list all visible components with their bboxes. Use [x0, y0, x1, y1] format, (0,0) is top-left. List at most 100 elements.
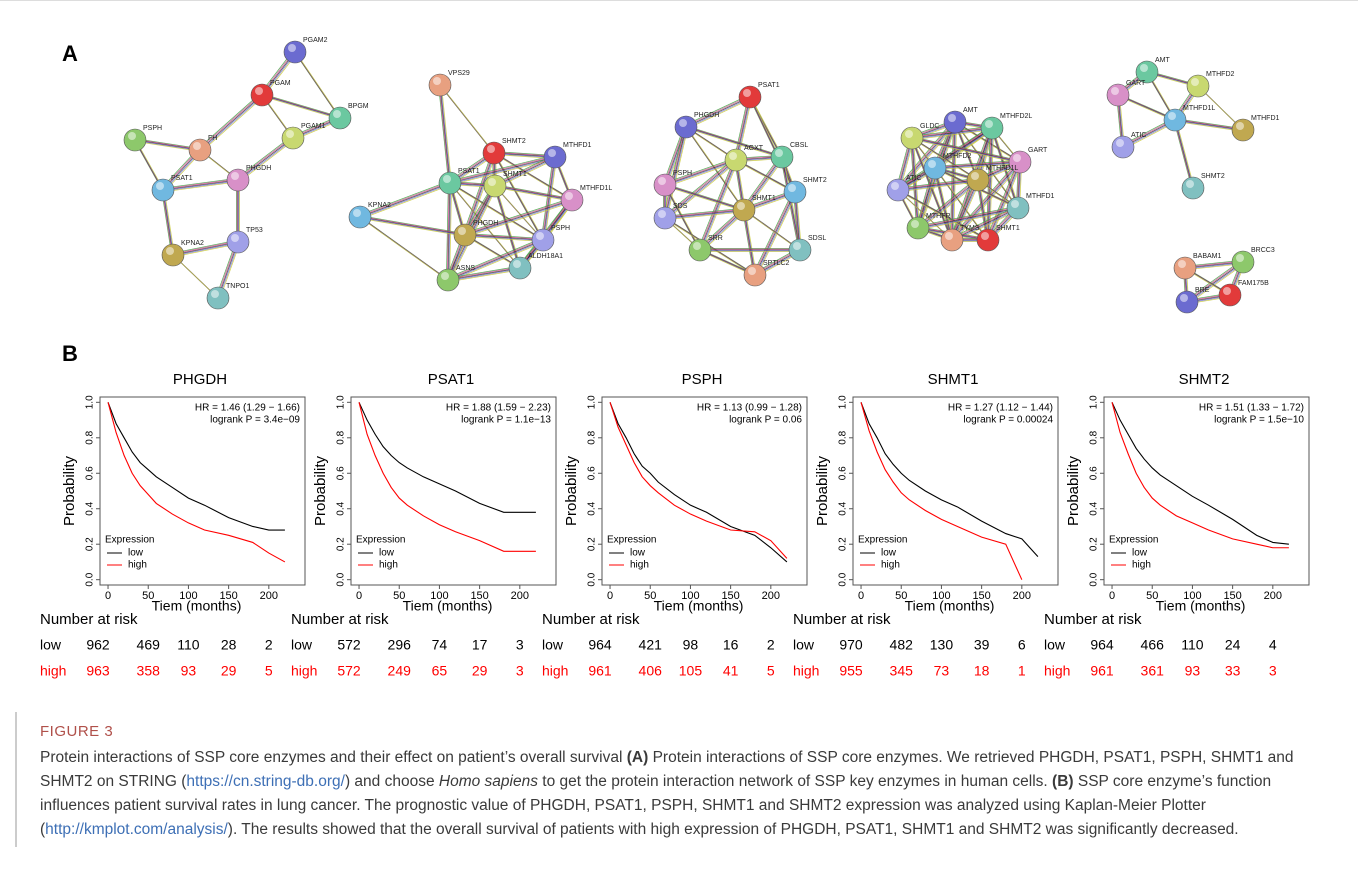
node-label: KPNA2	[181, 240, 204, 247]
risk-value: 964	[588, 637, 612, 653]
edge	[899, 181, 980, 192]
edge	[494, 185, 521, 269]
node-shine	[1223, 287, 1231, 295]
caption-segment: Protein interactions of SSP core enzymes…	[40, 749, 627, 766]
edge	[917, 179, 979, 229]
edge	[755, 192, 797, 276]
legend-label: low	[1132, 548, 1148, 559]
risk-value: 65	[432, 663, 448, 679]
caption-segment[interactable]: https://cn.string-db.org/	[186, 773, 345, 790]
edge	[441, 86, 496, 155]
node	[283, 40, 307, 64]
risk-value: 93	[1185, 663, 1201, 679]
y-tick-label: 0.4	[1089, 501, 1100, 515]
edge	[686, 127, 783, 159]
risk-row-label: high	[40, 663, 66, 679]
edge	[448, 155, 554, 182]
risk-value: 296	[388, 637, 412, 653]
edge	[687, 128, 746, 212]
edge	[934, 161, 1021, 169]
edge	[448, 268, 521, 282]
legend-label: high	[881, 560, 900, 571]
edge	[162, 178, 238, 190]
node-label: SHMT1	[752, 195, 776, 202]
node-label: PGAM2	[303, 37, 328, 44]
edge	[687, 128, 784, 159]
caption-segment: Homo sapiens	[438, 773, 538, 790]
edge	[544, 158, 557, 242]
node-shine	[788, 184, 796, 192]
y-tick-label: 1.0	[336, 395, 347, 409]
risk-value: 4	[1269, 637, 1277, 653]
edge	[700, 160, 738, 251]
node-shine	[1140, 64, 1148, 72]
plot-frame	[852, 396, 1059, 586]
node	[188, 138, 212, 162]
edge	[358, 181, 449, 216]
node-shine	[286, 130, 294, 138]
node	[123, 128, 147, 152]
node	[906, 216, 930, 240]
legend-label: low	[630, 548, 646, 559]
risk-title: Number at risk	[291, 611, 389, 628]
edge	[1185, 260, 1243, 302]
risk-value: 17	[472, 637, 488, 653]
caption-segment[interactable]: http://kmplot.com/analysis/	[45, 821, 228, 838]
node	[151, 178, 175, 202]
edge	[917, 207, 1019, 229]
node	[724, 148, 748, 172]
edge	[359, 215, 465, 235]
edge	[463, 198, 571, 234]
edge	[162, 179, 239, 191]
risk-value: 962	[86, 637, 110, 653]
risk-value: 130	[930, 637, 954, 653]
node-shine	[353, 209, 361, 217]
node-label: FH	[208, 135, 217, 142]
y-tick-label: 0.0	[1089, 572, 1100, 586]
risk-value: 28	[221, 637, 237, 653]
logrank-annotation: logrank P = 0.06	[729, 415, 802, 426]
edge	[666, 211, 746, 220]
legend-label: low	[881, 548, 897, 559]
edge	[542, 156, 556, 241]
node-label: SHMT1	[996, 225, 1020, 232]
edge	[664, 209, 745, 219]
x-tick-label: 50	[1146, 590, 1158, 602]
node-shine	[333, 110, 341, 118]
caption-segment: (A)	[626, 749, 649, 766]
node-shine	[729, 152, 737, 160]
edge	[912, 128, 993, 140]
edge	[496, 187, 522, 270]
edge	[953, 163, 1022, 242]
risk-row-label: low	[1044, 637, 1066, 653]
node	[1006, 196, 1030, 220]
node	[1181, 176, 1205, 200]
edge	[466, 236, 545, 242]
y-tick-label: 0.2	[838, 537, 849, 551]
y-tick-label: 0.4	[85, 501, 96, 515]
y-tick-label: 0.8	[336, 430, 347, 444]
risk-value: 2	[265, 637, 273, 653]
node-label: SHMT2	[1201, 173, 1225, 180]
edge	[361, 184, 452, 219]
node-shine	[288, 44, 296, 52]
edge	[663, 126, 686, 218]
hr-annotation: HR = 1.13 (0.99 − 1.28)	[697, 403, 802, 414]
y-tick-label: 0.8	[1089, 430, 1100, 444]
node	[1186, 74, 1210, 98]
x-tick-label: 150	[470, 590, 488, 602]
node-label: PHGDH	[473, 220, 498, 227]
node-label: SHMT2	[502, 138, 526, 145]
x-tick-label: 200	[762, 590, 780, 602]
y-tick-label: 1.0	[587, 395, 598, 409]
risk-value: 964	[1090, 637, 1114, 653]
y-tick-label: 0.6	[838, 466, 849, 480]
node-shine	[1011, 200, 1019, 208]
edge	[1174, 119, 1244, 131]
risk-value: 1	[1018, 663, 1026, 679]
edge	[913, 139, 1022, 164]
risk-value: 105	[679, 663, 703, 679]
edge	[663, 208, 743, 217]
node-shine	[1236, 254, 1244, 262]
edge	[360, 217, 466, 237]
